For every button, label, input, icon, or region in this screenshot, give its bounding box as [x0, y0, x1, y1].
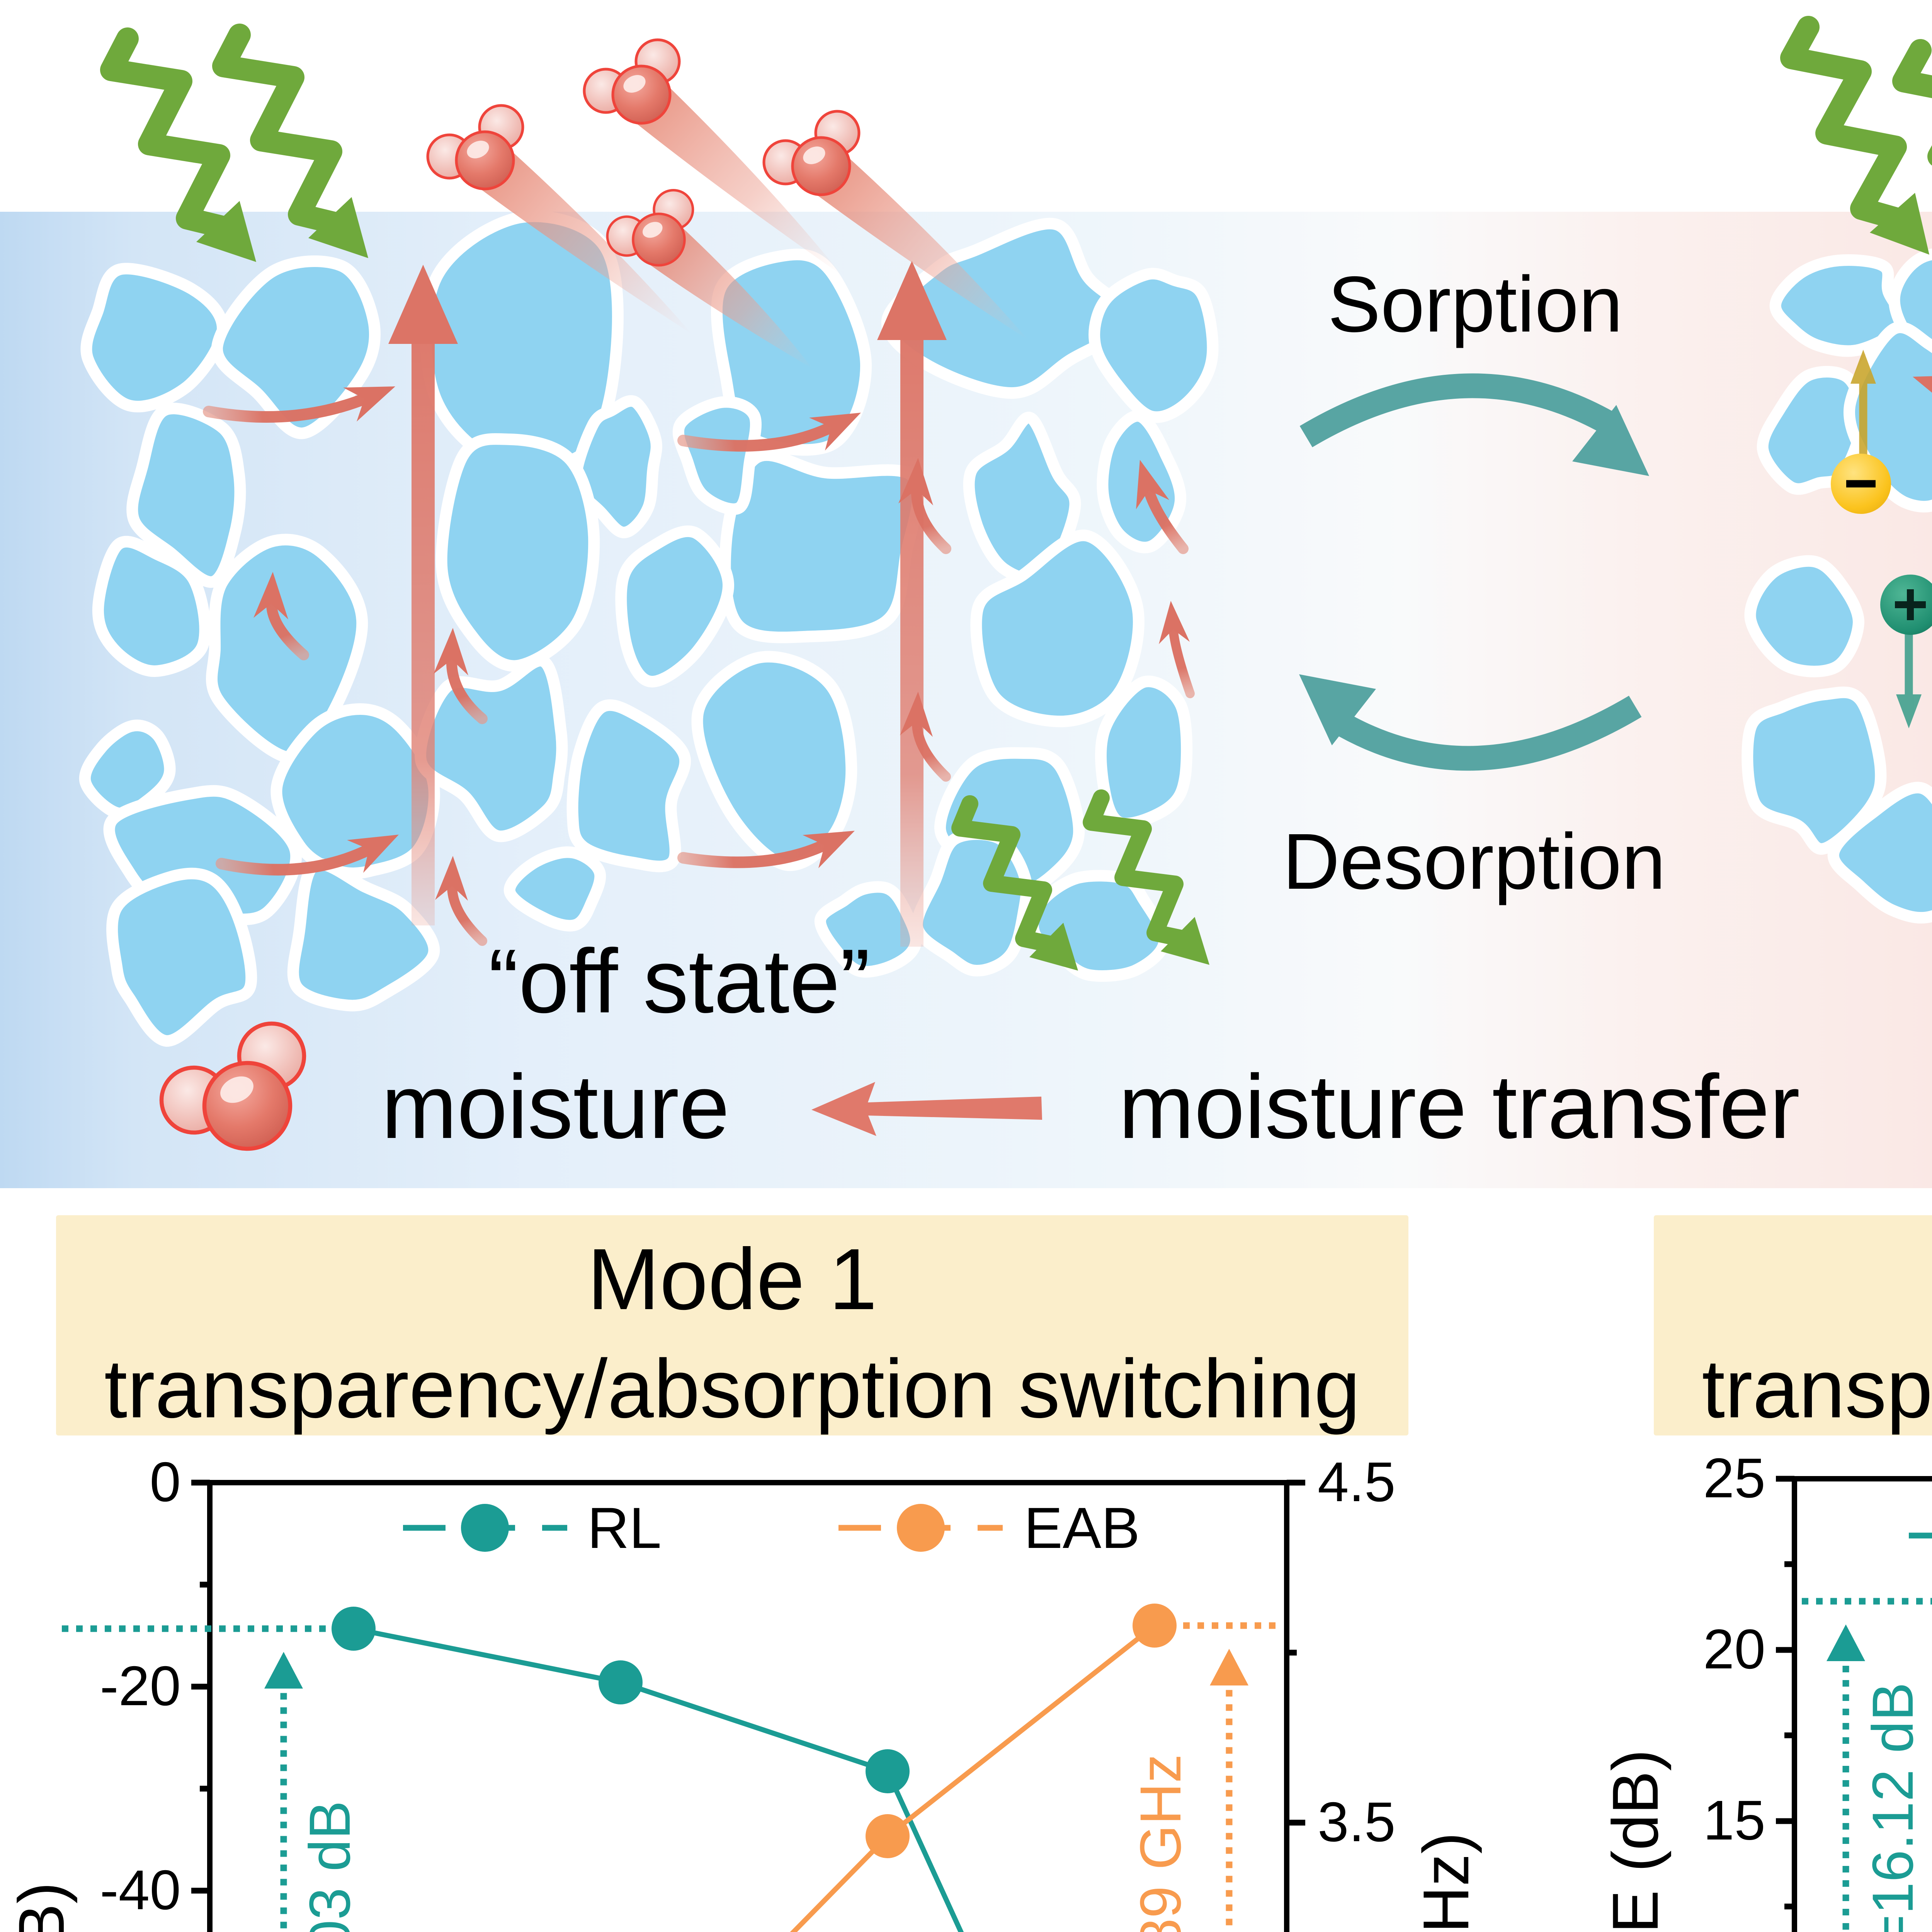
svg-text:moisture: moisture [381, 1056, 730, 1157]
svg-text:moisture transfer: moisture transfer [1119, 1056, 1800, 1157]
svg-text:ΔSET=16.12 dB: ΔSET=16.12 dB [1860, 1682, 1932, 1932]
svg-text:25: 25 [1703, 1447, 1765, 1509]
svg-text:0: 0 [150, 1451, 181, 1513]
svg-text:transparency/shielding switchi: transparency/shielding switching [1702, 1342, 1932, 1435]
svg-text:“off state”: “off state” [488, 930, 870, 1032]
svg-text:ΔEAB=1.89 GHz: ΔEAB=1.89 GHz [1128, 1754, 1193, 1932]
svg-text:EAB: EAB [1024, 1495, 1140, 1560]
svg-text:Desorption: Desorption [1282, 817, 1665, 906]
svg-text:20: 20 [1703, 1618, 1765, 1680]
svg-text:-20: -20 [100, 1655, 181, 1717]
svg-text:Average SE (dB): Average SE (dB) [1599, 1749, 1672, 1932]
svg-text:Sorption: Sorption [1328, 260, 1623, 349]
svg-text:transparency/absorption switch: transparency/absorption switching [104, 1342, 1361, 1435]
svg-text:-40: -40 [100, 1859, 181, 1921]
svg-text:ΔRL=70.03 dB: ΔRL=70.03 dB [297, 1801, 362, 1932]
svg-text:4.5: 4.5 [1318, 1451, 1396, 1513]
svg-text:15: 15 [1703, 1789, 1765, 1852]
svg-text:RL (dB): RL (dB) [5, 1882, 78, 1932]
svg-text:EAB (GHz): EAB (GHz) [1410, 1832, 1482, 1932]
svg-text:RL: RL [587, 1495, 662, 1560]
svg-text:Mode 1: Mode 1 [587, 1230, 877, 1328]
svg-text:3.5: 3.5 [1318, 1791, 1396, 1853]
